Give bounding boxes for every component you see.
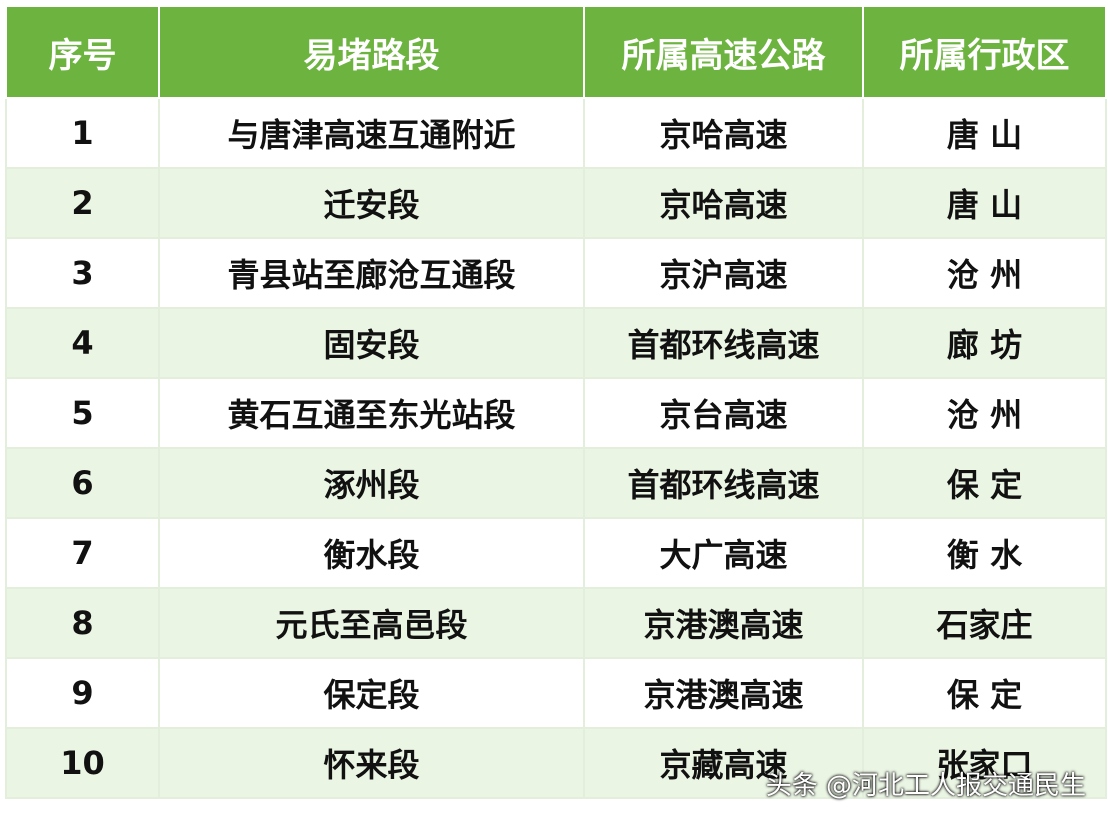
- header-cell: 序号: [5, 5, 160, 99]
- table-cell: 京哈高速: [583, 167, 864, 239]
- table-cell: 张家口: [862, 727, 1107, 799]
- table-cell: 唐 山: [862, 167, 1107, 239]
- table-cell: 青县站至廊沧互通段: [158, 237, 585, 309]
- table-cell: 元氏至高邑段: [158, 587, 585, 659]
- table-cell: 大广高速: [583, 517, 864, 589]
- table-cell: 2: [5, 167, 160, 239]
- table-body: 1 与唐津高速互通附近 京哈高速唐 山 2 迁安段 京哈高速唐 山 3 青县站至廊沧互通段 京沪…: [5, 97, 1107, 799]
- table-cell: 保定段: [158, 657, 585, 729]
- table-cell: 保 定: [862, 447, 1107, 519]
- table-cell: 衡 水: [862, 517, 1107, 589]
- table-cell: 保 定: [862, 657, 1107, 729]
- table-row: 3 青县站至廊沧互通段 京沪高速沧 州: [5, 237, 1107, 309]
- table-cell: 石家庄: [862, 587, 1107, 659]
- table-cell: 4: [5, 307, 160, 379]
- table-cell: 京藏高速: [583, 727, 864, 799]
- table-cell: 京哈高速: [583, 97, 864, 169]
- table: 序号 易堵路段 所属高速公路 所属行政区 1 与唐津高速互通附近 京哈高速唐 山 2 迁安段京…: [5, 5, 1107, 799]
- table-row: 4 固安段 首都环线高速廊 坊: [5, 307, 1107, 379]
- header-row: 序号 易堵路段 所属高速公路 所属行政区: [5, 5, 1107, 99]
- table-row: 5 黄石互通至东光站段 京台高速沧 州: [5, 377, 1107, 449]
- table-cell: 怀来段: [158, 727, 585, 799]
- table-cell: 京沪高速: [583, 237, 864, 309]
- table-cell: 首都环线高速: [583, 447, 864, 519]
- table-cell: 沧 州: [862, 377, 1107, 449]
- table-cell: 廊 坊: [862, 307, 1107, 379]
- table-cell: 7: [5, 517, 160, 589]
- table-cell: 沧 州: [862, 237, 1107, 309]
- table-cell: 京港澳高速: [583, 587, 864, 659]
- table-cell: 衡水段: [158, 517, 585, 589]
- table-cell: 涿州段: [158, 447, 585, 519]
- table-cell: 固安段: [158, 307, 585, 379]
- table-cell: 与唐津高速互通附近: [158, 97, 585, 169]
- table-cell: 迁安段: [158, 167, 585, 239]
- table-cell: 8: [5, 587, 160, 659]
- table-row: 6 涿州段 首都环线高速保 定: [5, 447, 1107, 519]
- table-row: 7 衡水段 大广高速衡 水: [5, 517, 1107, 589]
- table-cell: 3: [5, 237, 160, 309]
- table-cell: 京港澳高速: [583, 657, 864, 729]
- table-cell: 首都环线高速: [583, 307, 864, 379]
- table-cell: 唐 山: [862, 97, 1107, 169]
- table-row: 1 与唐津高速互通附近 京哈高速唐 山: [5, 97, 1107, 169]
- table-cell: 6: [5, 447, 160, 519]
- table-row: 9 保定段 京港澳高速保 定: [5, 657, 1107, 729]
- table-row: 10 怀来段 京藏高速 张家口: [5, 727, 1107, 799]
- table-cell: 9: [5, 657, 160, 729]
- header-cell: 所属行政区: [862, 5, 1107, 99]
- table-cell: 10: [5, 727, 160, 799]
- table-cell: 1: [5, 97, 160, 169]
- header-cell: 所属高速公路: [583, 5, 864, 99]
- table-cell: 黄石互通至东光站段: [158, 377, 585, 449]
- table-row: 2 迁安段 京哈高速唐 山: [5, 167, 1107, 239]
- table-row: 8 元氏至高邑段 京港澳高速 石家庄: [5, 587, 1107, 659]
- table-cell: 5: [5, 377, 160, 449]
- table-cell: 京台高速: [583, 377, 864, 449]
- header-cell: 易堵路段: [158, 5, 585, 99]
- watermark: 头条 @河北工人报交通民生: [765, 771, 1086, 801]
